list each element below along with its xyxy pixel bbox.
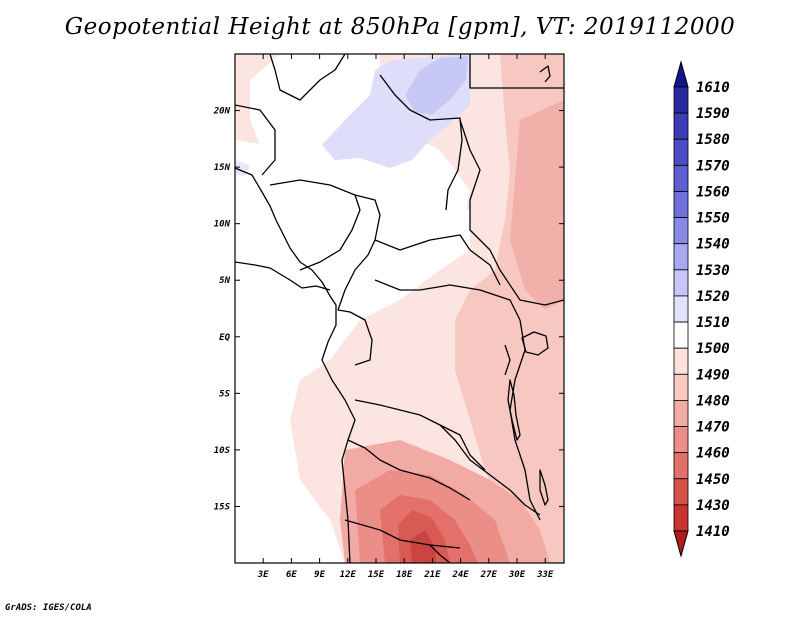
colorbar-label: 1410 [696, 524, 730, 540]
y-tick-label: 10N [214, 220, 231, 230]
border-drc-west [337, 309, 373, 366]
colorbar-label: 1470 [696, 420, 730, 436]
y-tick-label: 5S [219, 389, 230, 399]
x-tick-label: 30E [508, 570, 526, 580]
colorbar-label: 1480 [696, 393, 730, 409]
region-north-core [405, 56, 468, 115]
chart-title: Geopotential Height at 850hPa [gpm], VT:… [64, 14, 736, 40]
y-tick-label: 20N [213, 107, 231, 117]
border-sudan-south [459, 119, 564, 306]
x-tick-label: 15E [368, 570, 385, 580]
colorbar-label: 1490 [696, 367, 730, 383]
colorbar-label: 1610 [696, 80, 730, 96]
map-area [235, 54, 564, 563]
red-sea-coast [539, 65, 551, 83]
colorbar-label: 1570 [696, 158, 730, 174]
lake-malawi [539, 469, 549, 506]
border-chad-libya [379, 74, 463, 211]
x-tick-label: 21E [423, 570, 441, 580]
map-frame [234, 53, 565, 564]
colorbar-bin [673, 504, 689, 532]
border-east [509, 319, 541, 521]
colorbar-bin [673, 426, 689, 454]
y-tick-label: 15N [214, 163, 231, 173]
border-drc-south [354, 399, 486, 471]
y-axis: 20N 15N 10N 5N EQ 5S 10S 15S [213, 107, 564, 512]
y-tick-label: EQ [219, 333, 230, 343]
colorbar-bin [673, 138, 689, 166]
colorbar-bottom-extend [673, 530, 689, 558]
colorbar-bin [673, 478, 689, 506]
colorbar-label: 1590 [696, 106, 730, 122]
grads-credit: GrADS: IGES/COLA [5, 603, 92, 613]
border-car [374, 234, 501, 286]
x-tick-label: 12E [340, 570, 357, 580]
coastlines-borders [235, 54, 564, 563]
y-tick-label: 10S [214, 446, 231, 456]
border-namibia [344, 519, 461, 549]
border-sahara-west [269, 54, 346, 101]
colorbar-bin [673, 347, 689, 375]
colorbar-top-extend [673, 60, 689, 88]
colorbar-bin [673, 112, 689, 140]
border-botswana [429, 544, 451, 563]
west-africa-coast [235, 167, 356, 563]
colorbar-bin [673, 269, 689, 297]
colorbar-label: 1460 [696, 446, 730, 462]
chart: 3E 6E 9E 12E 15E 18E 21E 24E 27E 30E 33E 20N 15N 10N… [213, 53, 730, 580]
border-cameroon [337, 194, 381, 311]
border-niger [235, 104, 276, 176]
colorbar-bin [673, 452, 689, 480]
colorbar-label: 1540 [696, 237, 730, 253]
x-tick-label: 24E [451, 570, 469, 580]
lake-victoria [521, 331, 549, 356]
x-tick-label: 6E [286, 570, 297, 580]
colorbar-label: 1530 [696, 263, 730, 279]
border-great-lakes [504, 344, 511, 376]
colorbar-label: 1520 [696, 289, 730, 305]
colorbar-bin [673, 321, 689, 349]
y-tick-label: 15S [214, 502, 231, 512]
region-nw-blue [236, 160, 250, 176]
gulf-coast [235, 261, 331, 291]
colorbar-bin [673, 191, 689, 218]
colorbar-label: 1560 [696, 184, 730, 200]
colorbar-bin [673, 295, 689, 323]
x-tick-label: 3E [257, 570, 269, 580]
colorbar-bin [673, 164, 689, 192]
border-sudan-egypt [469, 54, 564, 89]
colorbar-label: 1550 [696, 211, 730, 227]
border-angola [347, 439, 471, 501]
lake-tanganyika [507, 379, 521, 441]
colorbar-label: 1450 [696, 472, 730, 488]
x-tick-label: 27E [480, 570, 498, 580]
colorbar-label: 1580 [696, 132, 730, 148]
border-nigeria [269, 179, 361, 271]
x-tick-label: 9E [314, 570, 325, 580]
colorbar-bin [673, 400, 689, 427]
colorbar-bin [673, 243, 689, 271]
border-drc-north [374, 279, 521, 321]
border-zambia [439, 424, 541, 516]
colorbar-label: 1430 [696, 498, 730, 514]
colorbar: 1610 1590 1580 1570 1560 1550 1540 1530 1520 1510… [673, 60, 730, 558]
colorbar-bin [673, 86, 689, 114]
colorbar-label: 1500 [696, 341, 730, 357]
region-east-deeper [510, 100, 564, 310]
x-tick-label: 18E [396, 570, 413, 580]
colorbar-bin [673, 217, 689, 245]
colorbar-label: 1510 [696, 315, 730, 331]
y-tick-label: 5N [219, 276, 230, 286]
colorbar-bin [673, 373, 689, 401]
x-axis: 3E 6E 9E 12E 15E 18E 21E 24E 27E 30E 33E [257, 54, 554, 580]
region-kalahari-deep [410, 530, 436, 563]
x-tick-label: 33E [536, 570, 554, 580]
